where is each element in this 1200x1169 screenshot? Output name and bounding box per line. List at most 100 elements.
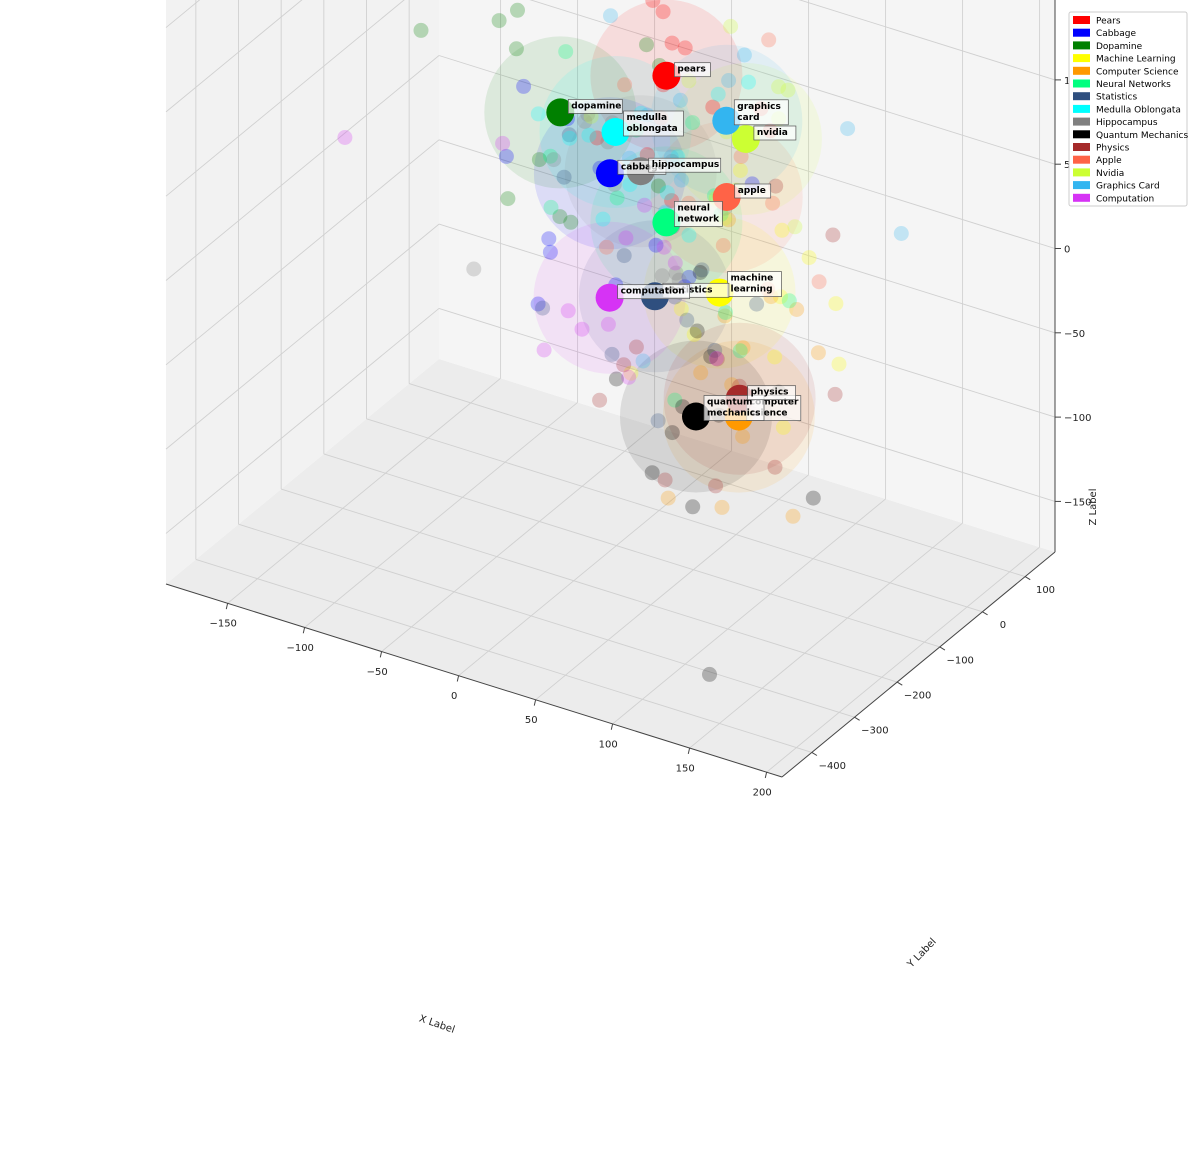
scatter-point xyxy=(685,499,701,515)
center-label-text: machine xyxy=(731,274,774,284)
center-point xyxy=(595,283,624,312)
legend-entry: Pears xyxy=(1073,16,1121,27)
center-label: pears xyxy=(674,62,711,78)
legend-label: Quantum Mechanics xyxy=(1096,131,1188,141)
x-tick xyxy=(610,723,614,730)
center-label-text: neural xyxy=(677,203,710,213)
x-tick-label: 150 xyxy=(676,763,695,774)
legend-swatch xyxy=(1073,16,1090,24)
scatter-point xyxy=(693,365,709,381)
scatter-point xyxy=(562,130,578,146)
scatter-point xyxy=(717,308,733,324)
legend-label: Statistics xyxy=(1096,93,1137,103)
scatter-point xyxy=(659,185,675,201)
scatter-point xyxy=(767,459,783,475)
label-box xyxy=(674,62,711,78)
y-axis-label: Y Label xyxy=(905,936,939,970)
scatter-point xyxy=(664,425,680,441)
scatter-point xyxy=(560,303,576,319)
legend-label: Machine Learning xyxy=(1096,55,1176,65)
x-tick-label: 50 xyxy=(525,715,538,726)
x-tick xyxy=(302,627,306,634)
center-point xyxy=(652,61,681,90)
scatter-point xyxy=(721,212,736,228)
x-grid-floor xyxy=(227,377,501,604)
scatter-point xyxy=(893,226,909,241)
scatter-point xyxy=(840,121,856,137)
z-grid-back xyxy=(438,139,1056,334)
scatter-point xyxy=(681,269,697,285)
scatter-point xyxy=(780,82,796,98)
x-tick-label: 200 xyxy=(753,788,772,799)
scatter-point xyxy=(685,115,701,131)
label-box xyxy=(617,284,690,300)
y-grid-floor xyxy=(323,453,940,648)
center-point xyxy=(712,106,741,135)
z-grid-left xyxy=(165,139,440,366)
scatter-point xyxy=(558,44,574,60)
scatter-point xyxy=(828,296,844,312)
x-axis-label: X Label xyxy=(418,1013,457,1035)
scatter-point xyxy=(718,305,733,320)
scatter-point xyxy=(761,32,777,48)
x-tick-label: −150 xyxy=(209,619,236,630)
scatter-point xyxy=(589,130,605,146)
center-label-text: cabbage xyxy=(621,162,664,172)
scatter-point xyxy=(541,231,557,247)
scatter-point xyxy=(660,490,676,506)
scatter-point xyxy=(686,326,702,342)
y-tick xyxy=(896,681,903,686)
center-label-text: network xyxy=(677,214,720,224)
z-tick-label: 150 xyxy=(1064,0,1083,3)
scatter-point xyxy=(508,41,524,57)
y-tick-label: −100 xyxy=(946,655,973,666)
scatter-point xyxy=(644,465,660,481)
legend-swatch xyxy=(1073,193,1090,202)
y-tick-label: 0 xyxy=(1000,620,1006,631)
y-axis-line xyxy=(781,551,1056,778)
tick-labels: −150 −100 −50 0 50 100 150 200 −400 −300 −200 −100 0… xyxy=(209,0,1091,799)
scatter-point xyxy=(741,74,756,90)
legend-label: Apple xyxy=(1096,156,1122,166)
scatter-point xyxy=(500,191,516,207)
center-label-text: medulla xyxy=(627,113,668,123)
scatter-point xyxy=(694,262,710,278)
center-label: computation xyxy=(617,284,690,300)
scatter-point xyxy=(735,429,751,444)
x-tick xyxy=(225,603,229,610)
y-tick-label: −400 xyxy=(819,761,846,772)
scatter-point xyxy=(577,113,593,129)
scatter-point xyxy=(623,365,639,381)
center-label: apple xyxy=(734,183,772,199)
scatter-point xyxy=(677,40,693,56)
legend-swatch xyxy=(1073,117,1090,126)
scatter-point xyxy=(650,413,666,429)
center-label-text: computer xyxy=(750,398,799,408)
scatter-point xyxy=(749,296,765,312)
x-grid-floor xyxy=(458,450,732,677)
scatter-point xyxy=(510,2,525,18)
legend-entry: Neural Networks xyxy=(1073,79,1171,90)
scatter-point xyxy=(811,274,827,290)
scatter-point xyxy=(702,666,717,682)
legend-entry: Statistics xyxy=(1073,92,1137,103)
legend-swatch xyxy=(1073,28,1090,37)
scatter-point xyxy=(692,265,708,280)
center-label-text: learning xyxy=(731,285,773,295)
center-label-text: card xyxy=(737,113,759,123)
floor-pane xyxy=(166,359,1055,777)
scatter-point xyxy=(639,37,654,53)
scatter-point xyxy=(616,248,632,264)
y-tick xyxy=(939,646,946,651)
legend-swatch xyxy=(1073,155,1090,164)
y-grid-floor xyxy=(366,418,983,613)
scatter-point xyxy=(721,73,737,88)
scatter-point xyxy=(765,195,781,211)
label-box xyxy=(727,271,782,297)
legend-entry: Medulla Oblongata xyxy=(1073,104,1181,115)
center-point xyxy=(652,208,681,237)
scatter-point xyxy=(561,127,577,143)
scatter-point xyxy=(787,219,803,235)
scatter-point xyxy=(810,345,826,361)
